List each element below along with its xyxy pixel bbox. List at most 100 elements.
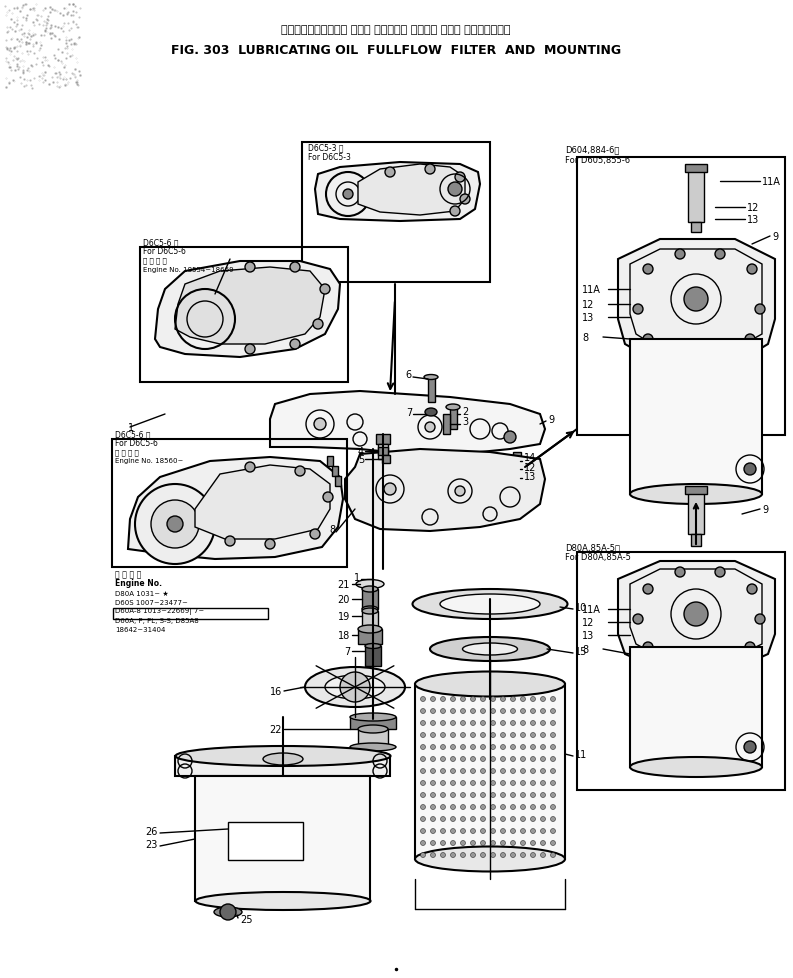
Circle shape bbox=[550, 793, 556, 798]
Circle shape bbox=[470, 780, 476, 785]
Circle shape bbox=[450, 769, 455, 774]
Circle shape bbox=[420, 853, 426, 858]
Circle shape bbox=[500, 817, 505, 822]
Bar bbox=[228, 822, 303, 860]
Circle shape bbox=[431, 696, 435, 702]
Circle shape bbox=[470, 769, 476, 774]
Ellipse shape bbox=[412, 590, 568, 619]
Circle shape bbox=[450, 709, 455, 714]
Circle shape bbox=[500, 769, 505, 774]
Circle shape bbox=[425, 165, 435, 175]
Circle shape bbox=[440, 696, 446, 702]
Bar bbox=[195, 777, 370, 901]
Circle shape bbox=[491, 841, 496, 846]
Circle shape bbox=[461, 828, 465, 833]
Circle shape bbox=[550, 696, 556, 702]
Circle shape bbox=[385, 168, 395, 178]
Circle shape bbox=[643, 585, 653, 595]
Circle shape bbox=[520, 757, 526, 762]
Circle shape bbox=[550, 805, 556, 810]
Bar bbox=[350, 717, 396, 730]
Circle shape bbox=[440, 757, 446, 762]
Bar bbox=[302, 143, 490, 283]
Circle shape bbox=[520, 828, 526, 833]
Ellipse shape bbox=[362, 608, 378, 614]
Circle shape bbox=[500, 828, 505, 833]
Circle shape bbox=[461, 769, 465, 774]
Circle shape bbox=[520, 841, 526, 846]
Text: 2: 2 bbox=[462, 407, 468, 417]
Circle shape bbox=[745, 334, 755, 344]
Circle shape bbox=[675, 249, 685, 260]
Bar bbox=[113, 608, 268, 619]
Text: D6C5-3 用: D6C5-3 用 bbox=[308, 144, 343, 153]
Text: 11: 11 bbox=[575, 749, 588, 759]
Circle shape bbox=[470, 793, 476, 798]
Ellipse shape bbox=[362, 606, 378, 612]
Text: Engine No. 18560~: Engine No. 18560~ bbox=[115, 458, 183, 464]
Text: FIG. 303  LUBRICATING OIL  FULLFLOW  FILTER  AND  MOUNTING: FIG. 303 LUBRICATING OIL FULLFLOW FILTER… bbox=[171, 43, 621, 57]
Circle shape bbox=[461, 841, 465, 846]
Ellipse shape bbox=[350, 743, 396, 751]
Text: 12: 12 bbox=[582, 299, 595, 310]
Polygon shape bbox=[155, 262, 340, 358]
Text: 3: 3 bbox=[462, 417, 468, 426]
Text: For D605,855-6: For D605,855-6 bbox=[565, 156, 630, 164]
Circle shape bbox=[511, 793, 515, 798]
Ellipse shape bbox=[350, 713, 396, 721]
Circle shape bbox=[481, 780, 485, 785]
Circle shape bbox=[431, 709, 435, 714]
Circle shape bbox=[440, 853, 446, 858]
Circle shape bbox=[550, 733, 556, 737]
Circle shape bbox=[481, 793, 485, 798]
Circle shape bbox=[481, 757, 485, 762]
Ellipse shape bbox=[440, 595, 540, 614]
Bar bbox=[630, 339, 762, 495]
Polygon shape bbox=[358, 165, 465, 216]
Circle shape bbox=[491, 696, 496, 702]
Bar bbox=[685, 165, 707, 173]
Text: 12: 12 bbox=[524, 463, 536, 472]
Circle shape bbox=[745, 643, 755, 652]
Polygon shape bbox=[618, 561, 775, 669]
Circle shape bbox=[481, 696, 485, 702]
Text: 11A: 11A bbox=[582, 285, 601, 294]
Circle shape bbox=[481, 853, 485, 858]
Circle shape bbox=[511, 721, 515, 726]
Circle shape bbox=[550, 817, 556, 822]
Circle shape bbox=[450, 721, 455, 726]
Text: 13: 13 bbox=[524, 471, 536, 481]
Bar bbox=[382, 456, 390, 464]
Circle shape bbox=[310, 529, 320, 540]
Circle shape bbox=[245, 463, 255, 472]
Text: 11A: 11A bbox=[582, 604, 601, 614]
Text: 7: 7 bbox=[406, 408, 412, 418]
Circle shape bbox=[520, 793, 526, 798]
Text: D80A,85A-5用: D80A,85A-5用 bbox=[565, 543, 620, 552]
Circle shape bbox=[431, 793, 435, 798]
Bar bbox=[691, 223, 701, 233]
Text: 25: 25 bbox=[240, 914, 252, 924]
Circle shape bbox=[715, 346, 725, 357]
Circle shape bbox=[481, 805, 485, 810]
Circle shape bbox=[520, 780, 526, 785]
Text: 18642~31404: 18642~31404 bbox=[115, 626, 166, 633]
Bar bbox=[362, 611, 378, 626]
Bar bbox=[630, 647, 762, 767]
Circle shape bbox=[461, 696, 465, 702]
Circle shape bbox=[450, 793, 455, 798]
Circle shape bbox=[431, 757, 435, 762]
Circle shape bbox=[450, 828, 455, 833]
Circle shape bbox=[541, 733, 546, 737]
Circle shape bbox=[541, 805, 546, 810]
Text: D604,884-6用: D604,884-6用 bbox=[565, 146, 619, 155]
Bar bbox=[577, 553, 785, 790]
Text: 16: 16 bbox=[270, 687, 282, 696]
Circle shape bbox=[420, 733, 426, 737]
Circle shape bbox=[531, 841, 535, 846]
Circle shape bbox=[643, 334, 653, 344]
Circle shape bbox=[440, 841, 446, 846]
Circle shape bbox=[440, 744, 446, 750]
Text: Engine No.: Engine No. bbox=[115, 579, 162, 588]
Circle shape bbox=[461, 709, 465, 714]
